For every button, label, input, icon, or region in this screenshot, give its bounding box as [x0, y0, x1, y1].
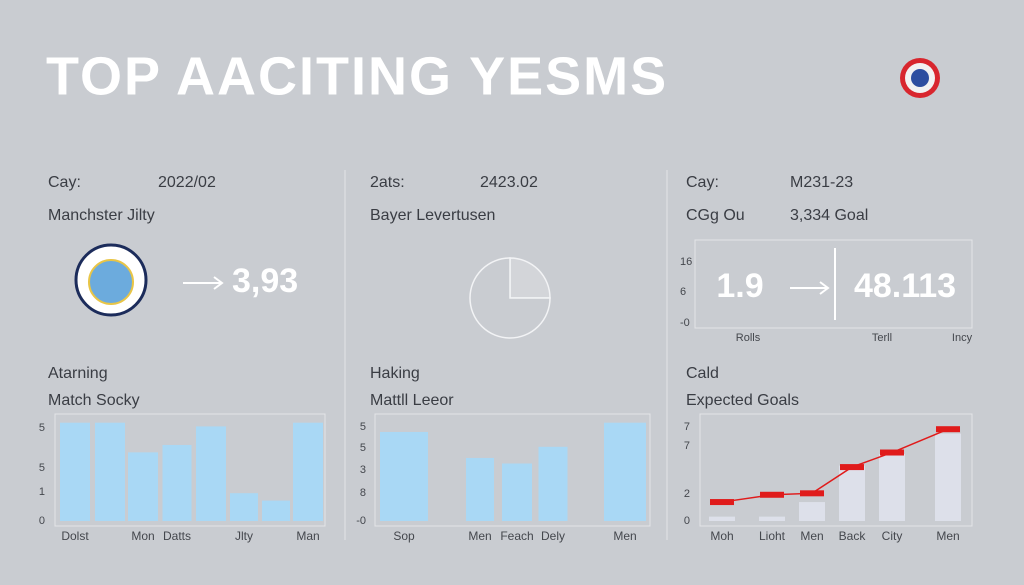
bar [162, 444, 192, 521]
bar [604, 422, 646, 521]
axis-label: 3 [360, 464, 366, 476]
bar [935, 433, 961, 521]
axis-label: 5 [39, 462, 45, 474]
bar [709, 516, 735, 521]
chart-frame [54, 413, 326, 527]
section-subtitle: Match Socky [48, 392, 140, 409]
axis-label: 16 [680, 256, 692, 268]
stat-value: 48.113 [854, 267, 956, 305]
field-value: M231-23 [790, 174, 853, 191]
bar [759, 516, 785, 521]
axis-label: 2 [684, 488, 690, 500]
bar [60, 422, 90, 521]
goal-text: 3,334 Goal [790, 207, 868, 224]
field-value: 2022/02 [158, 174, 216, 191]
caption: Rolls [736, 332, 761, 344]
line-marker [710, 499, 734, 506]
line-marker [800, 490, 824, 497]
x-tick-label: Man [296, 529, 319, 543]
x-tick-label: Lioht [759, 529, 786, 543]
bar [879, 453, 905, 521]
bar [230, 493, 258, 521]
section-title: Haking [370, 365, 420, 382]
bar [128, 452, 158, 521]
field-label: 2ats: [370, 174, 405, 191]
axis-label: 6 [680, 286, 686, 298]
bar [538, 446, 568, 521]
line-marker [760, 491, 784, 498]
team-name: Manchster Jilty [48, 207, 155, 224]
arrow [790, 281, 830, 295]
x-tick-label: Dely [541, 529, 565, 543]
stat-value: 1.9 [716, 267, 763, 305]
page-title: TOP AACITING YESMS [46, 46, 668, 106]
x-tick-label: Feach [500, 529, 533, 543]
axis-label: 5 [39, 422, 45, 434]
club-badge [900, 58, 940, 98]
x-tick-label: Men [800, 529, 823, 543]
caption: Incy [952, 332, 973, 344]
arrow [183, 276, 224, 290]
section-title: Atarning [48, 365, 108, 382]
field-label: Cay: [48, 174, 81, 191]
axis-label: 5 [360, 442, 366, 454]
axis-label: 5 [360, 421, 366, 433]
x-tick-label: Datts [163, 529, 191, 543]
bar [262, 500, 290, 521]
stat-value: 3,93 [232, 262, 298, 300]
chart-frame [699, 413, 973, 527]
axis-label: 1 [39, 486, 45, 498]
team-name: CGg Ou [686, 207, 745, 224]
line-marker [840, 464, 864, 471]
team-badge [74, 243, 148, 317]
bar [380, 431, 428, 521]
x-tick-label: Mon [131, 529, 154, 543]
x-tick-label: Back [839, 529, 867, 543]
section-subtitle: Expected Goals [686, 392, 799, 409]
x-tick-label: Jlty [235, 529, 253, 543]
line-marker [880, 449, 904, 456]
axis-label: 0 [39, 515, 45, 527]
bar [839, 465, 865, 521]
line-marker [936, 426, 960, 433]
axis-label: 7 [684, 421, 690, 433]
x-tick-label: Men [468, 529, 491, 543]
x-tick-label: Moh [710, 529, 733, 543]
chart-frame [374, 413, 651, 527]
caption: Terll [872, 332, 892, 344]
field-value: 2423.02 [480, 174, 538, 191]
axis-label: 8 [360, 487, 366, 499]
x-tick-label: Sop [393, 529, 415, 543]
pie-slice [509, 257, 551, 299]
bar [799, 502, 825, 521]
axis-label: -0 [356, 515, 366, 527]
section-title: Cald [686, 365, 719, 382]
x-tick-label: Dolst [61, 529, 89, 543]
section-subtitle: Mattll Leeor [370, 392, 454, 409]
stat-box [694, 239, 973, 329]
bar [293, 422, 323, 521]
axis-label: 0 [684, 515, 690, 527]
team-name: Bayer Levertusen [370, 207, 495, 224]
axis-label: 7 [684, 440, 690, 452]
axis-label: -0 [680, 317, 690, 329]
bar [196, 426, 226, 521]
x-tick-label: City [882, 529, 903, 543]
x-tick-label: Men [936, 529, 959, 543]
field-label: Cay: [686, 174, 719, 191]
x-tick-label: Men [613, 529, 636, 543]
pie-slice [469, 257, 551, 339]
bar [466, 457, 494, 521]
bar [95, 422, 125, 521]
bar [502, 463, 532, 521]
